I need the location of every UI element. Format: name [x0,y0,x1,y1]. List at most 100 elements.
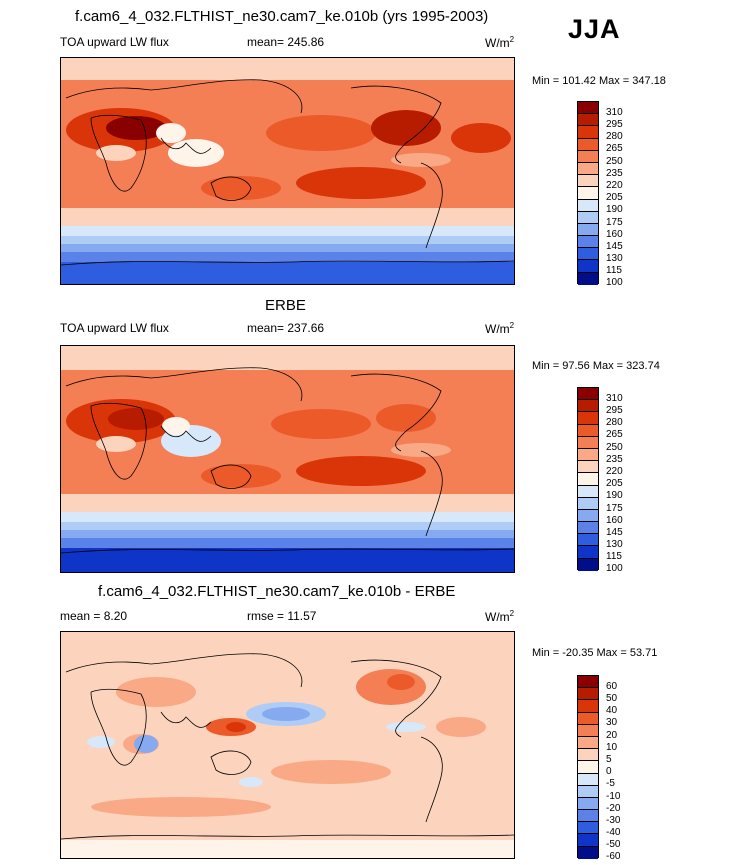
africa-itcz [96,436,136,452]
colorbar-label: 50 [606,693,618,704]
so-band-3 [61,236,514,246]
panel-1-minmax: Min = 101.42 Max = 347.18 [532,75,666,87]
colorbar-label: -5 [606,778,615,789]
australia-coast [210,464,252,489]
colorbar-swatch [578,150,598,163]
panel-3-minmax: Min = -20.35 Max = 53.71 [532,647,658,659]
colorbar-label: 145 [606,241,623,252]
antarctic-band [61,840,514,858]
panel-2-field-label: TOA upward LW flux [60,321,169,335]
africa-coast [90,688,147,766]
panel-2-title: ERBE [265,297,306,314]
colorbar-label: 220 [606,180,623,191]
pos-bias-namerica-core [387,674,415,690]
panel-2-minmax: Min = 97.56 Max = 323.74 [532,360,660,372]
colorbar-label: 5 [606,754,612,765]
africa-coast [90,402,147,480]
colorbar-swatch [578,509,598,523]
colorbar-swatch [578,211,598,224]
so-band-5 [61,252,514,264]
neg-bias-indian [134,735,158,753]
colorbar-label: 175 [606,503,623,514]
colorbar-label: 130 [606,253,623,264]
colorbar-label: 40 [606,705,618,716]
colorbar-swatch [578,473,598,486]
panel-1-field-label: TOA upward LW flux [60,35,169,49]
colorbar-swatch [578,736,598,750]
colorbar-swatch [578,461,598,474]
colorbar-swatch [578,448,598,462]
panel-3-map-svg [61,632,514,858]
pos-bias-maritime-core [226,722,246,732]
colorbar-label: 280 [606,417,623,428]
colorbar-label: 160 [606,229,623,240]
colorbar-swatch [578,822,598,835]
colorbar-swatch [578,761,598,774]
panel-1-colorbar [577,101,599,285]
so-band-2 [61,512,514,524]
africa-itcz [96,145,136,161]
colorbar-label: 20 [606,730,618,741]
namerica-warm [376,404,436,432]
south-america-coast [420,162,443,249]
so-band-4 [61,244,514,254]
south-asia-coast [160,711,212,728]
pos-bias-spac [271,760,391,784]
panel-2-units: W/m2 [485,321,515,336]
colorbar-swatch [578,724,598,737]
colorbar-swatch [578,138,598,151]
neg-bias-epac [386,722,426,732]
pos-bias-so [91,797,271,817]
colorbar-swatch [578,199,598,212]
colorbar-label: 310 [606,393,623,404]
colorbar-swatch [578,846,598,859]
panel-1-map-svg [61,58,514,284]
colorbar-label: 190 [606,490,623,501]
colorbar-swatch [578,676,598,689]
south-america-coast [420,736,443,823]
so-band-4 [61,530,514,540]
colorbar-label: 145 [606,527,623,538]
colorbar-swatch [578,522,598,535]
colorbar-label: 235 [606,168,623,179]
colorbar-label: 205 [606,478,623,489]
colorbar-swatch [578,162,598,176]
south-asia-coast [160,137,212,154]
colorbar-swatch [578,810,598,823]
neg-bias-atl [87,736,115,748]
colorbar-swatch [578,400,598,413]
south-asia-coast [160,425,212,442]
colorbar-swatch [578,424,598,437]
colorbar-label: 265 [606,429,623,440]
colorbar-swatch [578,749,598,762]
eurasia-north-coast [65,367,303,402]
panel-2-mean-label: mean= 237.66 [247,321,325,335]
so-band-3 [61,522,514,532]
colorbar-label: 130 [606,539,623,550]
spac-warm [296,167,426,199]
colorbar-label: 250 [606,156,623,167]
colorbar-swatch [578,388,598,401]
colorbar-swatch [578,236,598,249]
panel-3-map [60,631,515,859]
natl-warm [451,123,511,153]
colorbar-swatch [578,497,598,510]
arctic-band [61,58,514,80]
colorbar-swatch [578,187,598,200]
colorbar-swatch [578,175,598,188]
colorbar-label: -10 [606,791,621,802]
colorbar-swatch [578,485,598,498]
arctic-band [61,346,514,370]
colorbar-label: 265 [606,143,623,154]
tibet-cool [156,123,186,143]
colorbar-label: -20 [606,803,621,814]
colorbar-label: 220 [606,466,623,477]
colorbar-label: 10 [606,742,618,753]
colorbar-label: 295 [606,119,623,130]
colorbar-swatch [578,436,598,449]
colorbar-swatch [578,260,598,273]
colorbar-label: 295 [606,405,623,416]
colorbar-swatch [578,534,598,547]
colorbar-swatch [578,834,598,847]
namerica-warm [371,110,441,146]
